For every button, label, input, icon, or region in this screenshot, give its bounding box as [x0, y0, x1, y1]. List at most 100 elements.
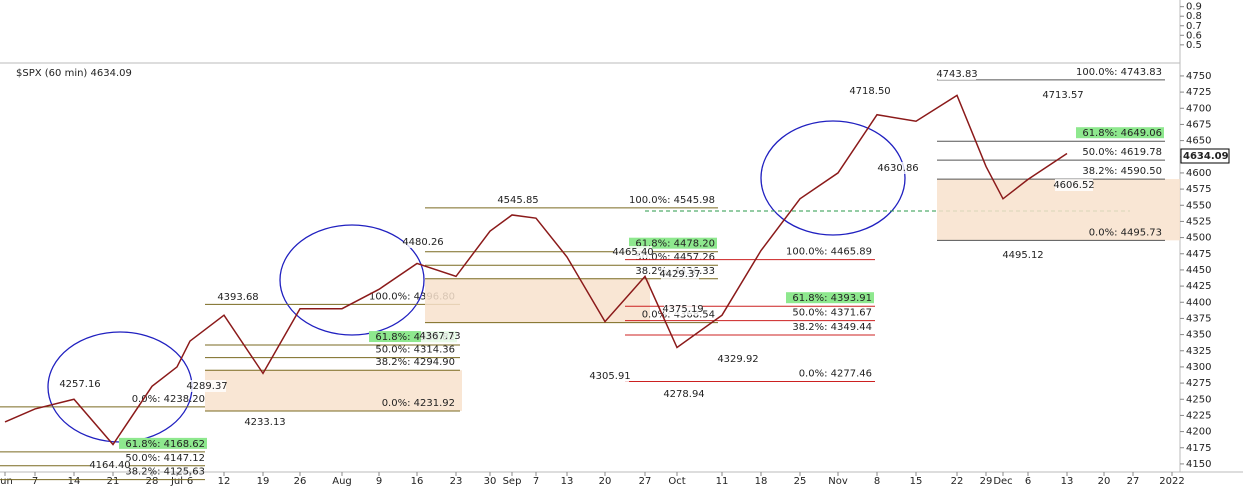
annotation-bg: [499, 194, 537, 206]
y-tick-label: 4350: [1186, 330, 1211, 341]
fib-label: 61.8%: 4168.62: [125, 439, 205, 450]
x-tick-label: 2022: [1159, 476, 1184, 487]
annotation-bg: [421, 330, 459, 342]
x-tick-label: 27: [1127, 476, 1140, 487]
fib-label: 100.0%: 4545.98: [629, 195, 715, 206]
y-tick-label: 4375: [1186, 313, 1211, 324]
annotation: 4257.16: [59, 379, 100, 390]
annotation-bg: [719, 353, 757, 365]
y-tick-label: 4425: [1186, 281, 1211, 292]
fib-highlight: [369, 331, 457, 343]
y-tick-label: 4175: [1186, 443, 1211, 454]
x-tick-label: 7: [32, 476, 38, 487]
y-tick-label: 4300: [1186, 362, 1211, 373]
circle: [279, 224, 425, 336]
y-tick-label: 4225: [1186, 410, 1211, 421]
x-tick-label: 7: [533, 476, 539, 487]
fib-label: 61.8%: 4393.91: [792, 293, 872, 304]
x-tick-label: 20: [1098, 476, 1111, 487]
fib-label: 100.0%: 4396.80: [369, 291, 455, 302]
x-tick-label: 13: [1061, 476, 1074, 487]
y-tick-label: 4675: [1186, 119, 1211, 130]
x-tick-label: 23: [450, 476, 463, 487]
fib-label: 38.2%: 4294.90: [375, 357, 455, 368]
annotation: 4375.19: [662, 304, 703, 315]
annotation-bg: [665, 388, 703, 400]
annotation: 4480.26: [402, 237, 443, 248]
fib-label: 50.0%: 4371.67: [792, 308, 872, 319]
fib-zone: [425, 278, 650, 323]
annotation: 4329.92: [717, 354, 758, 365]
x-tick-label: 18: [755, 476, 768, 487]
x-tick-label: 27: [639, 476, 652, 487]
fib-label: 0.0%: 4238.20: [132, 394, 205, 405]
fib-zone: [205, 370, 462, 411]
annotation-bg: [91, 459, 129, 471]
annotation: 4367.73: [419, 331, 460, 342]
annotation-bg: [61, 378, 99, 390]
x-tick-label: 8: [874, 476, 880, 487]
y-tick-label: 4150: [1186, 459, 1211, 470]
y-tick-label: 4325: [1186, 346, 1211, 357]
y-tick-label: 4725: [1186, 87, 1211, 98]
x-tick-label: 30: [484, 476, 497, 487]
annotation: 4630.86: [877, 163, 918, 174]
fib-label: 61.8%: 4333.82: [375, 332, 455, 343]
annotation-bg: [879, 162, 917, 174]
x-tick-label: 21: [107, 476, 120, 487]
annotation-bg: [246, 416, 284, 428]
fib-highlight: [1076, 127, 1164, 139]
y-tick-label: 4475: [1186, 249, 1211, 260]
annotation-bg: [591, 370, 629, 382]
x-tick-label: Dec: [993, 476, 1012, 487]
fib-label: 38.2%: 4125.63: [125, 467, 205, 478]
fib-highlight: [629, 237, 717, 249]
fib-highlight: [786, 292, 874, 304]
y-tick-label: 0.9: [1186, 2, 1202, 13]
fib-label: 0.0%: 4368.54: [642, 310, 715, 321]
annotation: 4718.50: [849, 86, 890, 97]
x-tick-label: 19: [257, 476, 270, 487]
y-tick-label: 0.8: [1186, 11, 1202, 22]
x-tick-label: 11: [716, 476, 729, 487]
annotation-bg: [1055, 179, 1093, 191]
chart-title: $SPX (60 min) 4634.09: [16, 68, 132, 79]
y-tick-label: 4500: [1186, 233, 1211, 244]
y-tick-label: 0.7: [1186, 21, 1202, 32]
y-tick-label: 4275: [1186, 378, 1211, 389]
fib-highlight: [119, 437, 207, 449]
x-tick-label: Jun: [0, 476, 13, 487]
annotation: 4393.68: [217, 292, 258, 303]
x-tick-label: 6: [1025, 476, 1031, 487]
last-price: 4634.09: [1183, 151, 1229, 162]
y-tick-label: 0.6: [1186, 30, 1202, 41]
annotation-bg: [1044, 89, 1082, 101]
y-tick-label: 4525: [1186, 216, 1211, 227]
y-tick-label: 4250: [1186, 394, 1211, 405]
y-tick-label: 4600: [1186, 168, 1211, 179]
x-tick-label: Oct: [668, 476, 685, 487]
annotation-bg: [188, 380, 226, 392]
x-tick-label: 16: [411, 476, 424, 487]
fib-label: 38.2%: 4349.44: [792, 322, 872, 333]
annotation-bg: [219, 291, 257, 303]
fib-label: 50.0%: 4147.12: [125, 453, 205, 464]
fib-label: 50.0%: 4457.26: [635, 252, 715, 263]
y-tick-label: 4700: [1186, 103, 1211, 114]
annotation: 4465.40: [612, 247, 653, 258]
annotation-bg: [938, 68, 976, 80]
fib-label: 50.0%: 4314.36: [375, 345, 455, 356]
x-tick-label: Nov: [828, 476, 848, 487]
fib-label: 61.8%: 4649.06: [1082, 128, 1162, 139]
y-tick-label: 4650: [1186, 136, 1211, 147]
fib-label: 50.0%: 4619.78: [1082, 147, 1162, 158]
y-tick-label: 4550: [1186, 200, 1211, 211]
annotation: 4429.37: [659, 269, 700, 280]
x-tick-label: 15: [910, 476, 923, 487]
annotation-bg: [664, 303, 702, 315]
x-tick-label: Sep: [503, 476, 522, 487]
x-tick-label: 28: [146, 476, 159, 487]
annotation: 4278.94: [663, 389, 704, 400]
